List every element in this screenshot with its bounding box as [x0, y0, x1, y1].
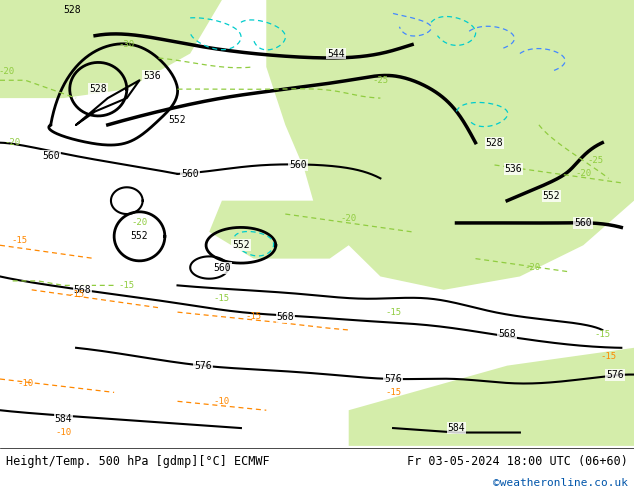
- Text: -10: -10: [214, 397, 230, 406]
- Text: -15: -15: [119, 281, 135, 290]
- Text: 560: 560: [42, 151, 60, 161]
- Text: 568: 568: [74, 285, 91, 295]
- Text: Fr 03-05-2024 18:00 UTC (06+60): Fr 03-05-2024 18:00 UTC (06+60): [407, 455, 628, 468]
- Text: -20: -20: [4, 138, 21, 147]
- Text: 576: 576: [384, 374, 402, 384]
- Text: 576: 576: [606, 369, 624, 380]
- Text: -20: -20: [0, 67, 15, 76]
- Polygon shape: [209, 201, 368, 259]
- Text: Height/Temp. 500 hPa [gdmp][°C] ECMWF: Height/Temp. 500 hPa [gdmp][°C] ECMWF: [6, 455, 270, 468]
- Text: 552: 552: [543, 191, 560, 201]
- Text: -10: -10: [55, 428, 72, 437]
- Text: 568: 568: [498, 329, 516, 340]
- Text: -15: -15: [68, 290, 84, 299]
- Polygon shape: [0, 0, 222, 98]
- Text: -20: -20: [131, 219, 148, 227]
- Text: 560: 560: [289, 160, 307, 170]
- Text: 552: 552: [169, 115, 186, 125]
- Text: 552: 552: [131, 231, 148, 242]
- Text: 576: 576: [194, 361, 212, 370]
- Text: 568: 568: [276, 312, 294, 321]
- Text: 528: 528: [89, 84, 107, 94]
- Text: -20: -20: [524, 263, 541, 272]
- Text: 528: 528: [486, 138, 503, 147]
- Text: -15: -15: [245, 312, 262, 321]
- Text: -15: -15: [11, 236, 27, 245]
- Text: 560: 560: [181, 169, 199, 179]
- Polygon shape: [266, 0, 634, 290]
- Text: -25: -25: [588, 156, 604, 165]
- Text: 528: 528: [63, 5, 81, 15]
- Text: 544: 544: [327, 49, 345, 58]
- Text: 560: 560: [213, 263, 231, 272]
- Polygon shape: [349, 348, 634, 446]
- Text: 536: 536: [505, 165, 522, 174]
- Text: ©weatheronline.co.uk: ©weatheronline.co.uk: [493, 478, 628, 489]
- Text: -25: -25: [372, 76, 389, 85]
- Text: -15: -15: [385, 308, 401, 317]
- Text: -20: -20: [575, 170, 592, 178]
- Text: 552: 552: [232, 240, 250, 250]
- Text: 536: 536: [143, 71, 161, 81]
- Text: -15: -15: [385, 388, 401, 397]
- Text: 560: 560: [574, 218, 592, 228]
- Text: 584: 584: [55, 414, 72, 424]
- Text: 584: 584: [448, 423, 465, 433]
- Text: -15: -15: [600, 352, 617, 361]
- Text: -20: -20: [340, 214, 357, 223]
- Text: -10: -10: [17, 379, 34, 388]
- Text: -30: -30: [119, 40, 135, 49]
- Text: -15: -15: [594, 330, 611, 339]
- Text: -15: -15: [214, 294, 230, 303]
